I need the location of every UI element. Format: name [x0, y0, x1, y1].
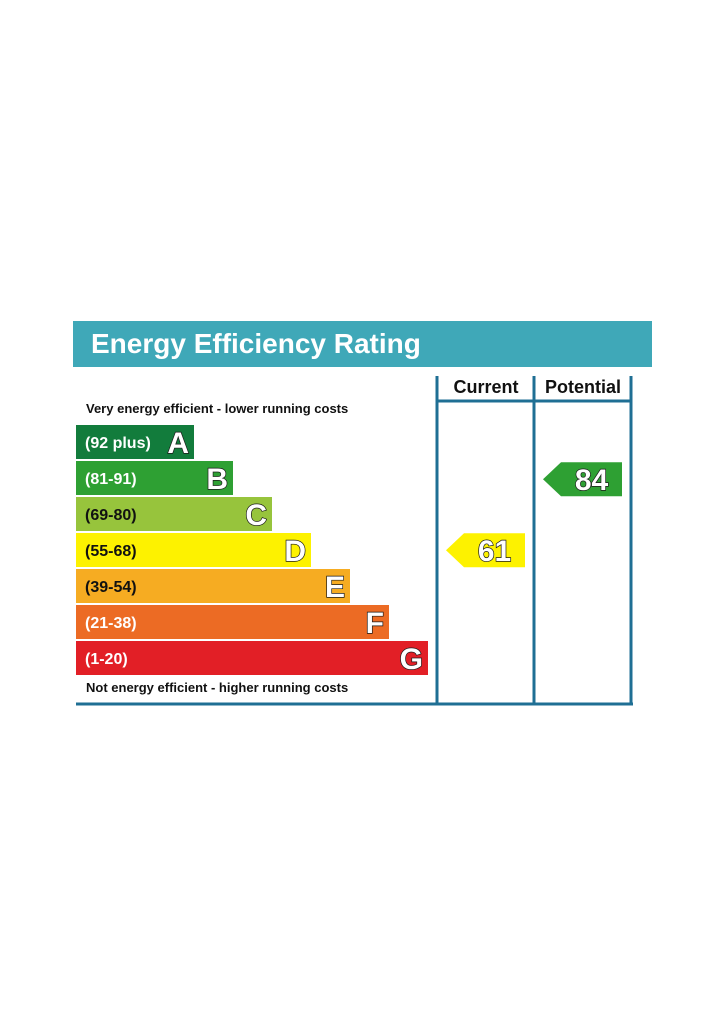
band-b-letter: B [206, 463, 228, 496]
band-c-range: (69-80) [85, 507, 137, 524]
band-g-range: (1-20) [85, 651, 128, 668]
band-f-range: (21-38) [85, 615, 137, 632]
title-bar [73, 321, 652, 367]
band-d-range: (55-68) [85, 543, 137, 560]
band-f-letter: F [366, 607, 384, 640]
rating-bands: (92 plus) A (81-91) B (69-80) C (55-68) D (39-54… [76, 425, 428, 677]
potential-rating-arrow [543, 462, 622, 497]
band-b-bar [76, 461, 233, 495]
current-column-header: Current [453, 377, 518, 397]
top-note: Very energy efficient - lower running co… [86, 401, 348, 416]
band-a-bar [76, 425, 194, 459]
band-c-letter: C [245, 499, 267, 532]
potential-rating-value: 84 [575, 464, 609, 497]
bottom-note: Not energy efficient - higher running co… [86, 680, 348, 695]
frame [76, 376, 633, 706]
rating-arrows: 61 84 [446, 462, 622, 569]
band-e-letter: E [325, 571, 345, 604]
band-a-range: (92 plus) [85, 435, 151, 452]
chart-title: Energy Efficiency Rating [91, 328, 421, 359]
band-a-letter: A [167, 427, 189, 460]
band-e-range: (39-54) [85, 579, 137, 596]
band-d-letter: D [284, 535, 306, 568]
current-rating-value: 61 [478, 535, 511, 568]
band-e-bar [76, 569, 350, 603]
potential-column-header: Potential [545, 377, 621, 397]
current-rating-arrow [446, 533, 525, 568]
band-b-range: (81-91) [85, 471, 137, 488]
band-g-bar [76, 641, 428, 675]
band-f-bar [76, 605, 389, 639]
band-c-bar [76, 497, 272, 531]
band-d-bar [76, 533, 311, 567]
band-g-letter: G [400, 643, 423, 676]
